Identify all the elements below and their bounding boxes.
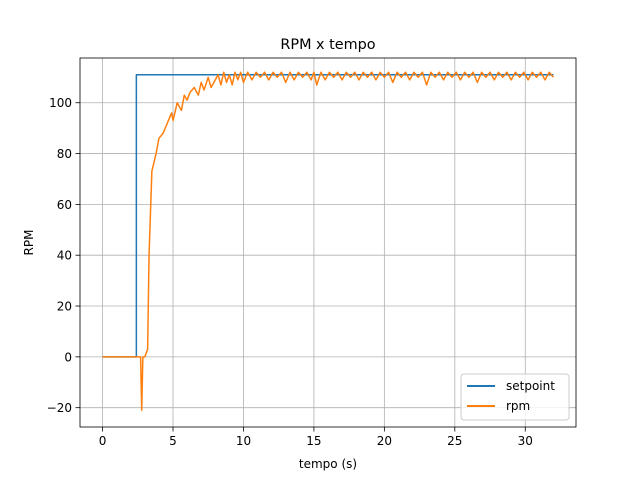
- series-line-rpm: [102, 71, 555, 411]
- x-tick-label: 25: [447, 434, 462, 448]
- y-tick-label: 20: [57, 300, 72, 314]
- y-axis-label: RPM: [22, 230, 36, 256]
- y-tick-label: 60: [57, 198, 72, 212]
- chart-title: RPM x tempo: [280, 37, 375, 53]
- legend-label-rpm: rpm: [506, 399, 530, 413]
- x-tick-label: 30: [518, 434, 533, 448]
- y-tick-label: 80: [57, 147, 72, 161]
- plot-area-background: [80, 58, 576, 427]
- legend-label-setpoint: setpoint: [506, 379, 555, 393]
- y-tick-label: 100: [49, 96, 72, 110]
- y-tick-label: −20: [47, 401, 72, 415]
- x-tick-label: 5: [169, 434, 177, 448]
- plot-area-frame: [79, 57, 577, 428]
- x-tick-label: 20: [377, 434, 392, 448]
- legend: setpoint rpm: [460, 373, 570, 421]
- y-tick-label: 40: [57, 249, 72, 263]
- x-axis-label: tempo (s): [299, 457, 357, 471]
- y-tick-label: 0: [64, 350, 72, 364]
- x-tick-label: 15: [306, 434, 321, 448]
- x-tick-label: 10: [236, 434, 251, 448]
- grid-layer: [80, 58, 576, 427]
- tick-layer: 0 5 10 15 20 25 30 −20 0 20 40 60 80 100: [47, 96, 533, 448]
- series-layer: [102, 71, 555, 411]
- x-tick-label: 0: [99, 434, 107, 448]
